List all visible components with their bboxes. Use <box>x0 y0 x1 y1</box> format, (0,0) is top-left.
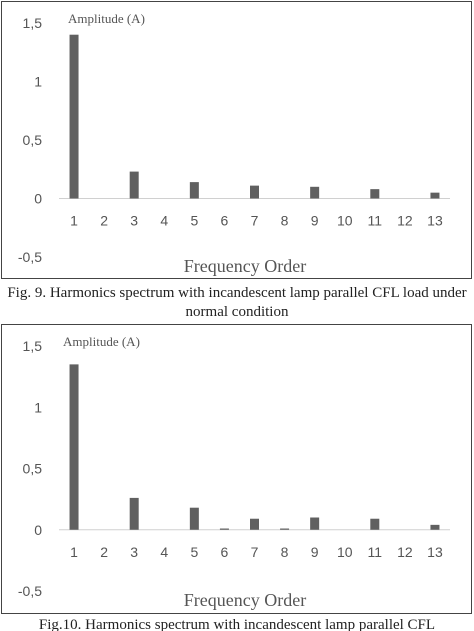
x-tick-label: 5 <box>190 544 198 560</box>
bar <box>310 517 320 530</box>
x-tick-label: 10 <box>337 544 353 560</box>
y-tick-label: 0,5 <box>23 461 43 477</box>
x-tick-label: 13 <box>427 544 443 560</box>
y-tick-label: 0 <box>34 191 42 207</box>
x-tick-label: 6 <box>221 544 229 560</box>
x-tick-label: 8 <box>281 213 289 229</box>
bar <box>250 518 259 530</box>
bar <box>189 182 199 199</box>
bar <box>129 497 139 530</box>
bar <box>69 34 79 199</box>
x-tick-label: 3 <box>130 544 138 560</box>
bar <box>370 518 380 530</box>
bar <box>129 171 139 199</box>
bar <box>189 507 199 530</box>
x-tick-label: 7 <box>251 213 259 229</box>
chart-fig10: 1,5 1 0,5 0 -0,5 1 2 3 4 5 6 7 8 9 10 11 12 13 Amplitude (… <box>1 324 472 614</box>
x-tick-label: 6 <box>221 213 229 229</box>
x-tick-label: 13 <box>427 213 443 229</box>
x-tick-label: 7 <box>251 544 259 560</box>
x-axis-label: Frequency Order <box>184 256 306 276</box>
y-axis-label: Amplitude (A) <box>68 11 145 26</box>
x-tick-label: 4 <box>160 213 168 229</box>
bar <box>310 186 320 199</box>
x-tick-label: 9 <box>311 213 319 229</box>
y-tick-label: 0 <box>34 522 42 538</box>
x-tick-label: 3 <box>130 213 138 229</box>
bar <box>370 189 380 199</box>
y-tick-label: 1 <box>34 74 42 90</box>
caption-fig10: Fig.10. Harmonics spectrum with incandes… <box>38 617 436 631</box>
x-tick-label: 12 <box>397 544 413 560</box>
x-tick-label: 12 <box>397 213 413 229</box>
y-tick-label: 1,5 <box>23 338 43 354</box>
bar <box>430 524 440 530</box>
bar <box>430 192 440 199</box>
bar <box>250 185 259 199</box>
x-tick-label: 2 <box>100 544 108 560</box>
x-tick-label: 1 <box>70 213 78 229</box>
x-tick-label: 9 <box>311 544 319 560</box>
x-tick-label: 8 <box>281 544 289 560</box>
x-tick-label: 2 <box>100 213 108 229</box>
y-tick-label: 0,5 <box>23 132 43 148</box>
x-tick-label: 11 <box>368 544 383 560</box>
x-tick-label: 5 <box>190 213 198 229</box>
x-tick-label: 10 <box>337 213 353 229</box>
y-tick-label: -0,5 <box>18 249 42 265</box>
y-tick-label: 1 <box>34 399 42 415</box>
x-axis-label: Frequency Order <box>184 590 306 610</box>
bar <box>69 364 79 530</box>
x-tick-label: 1 <box>70 544 78 560</box>
bar <box>280 528 290 530</box>
x-tick-label: 4 <box>160 544 168 560</box>
caption-fig9: Fig. 9. Harmonics spectrum with incandes… <box>7 285 467 320</box>
y-tick-label: -0,5 <box>18 583 42 599</box>
bar <box>219 528 229 530</box>
chart-fig9: 1,5 1 0,5 0 -0,5 1 2 3 4 5 6 7 8 9 10 11 12 13 Amplitude (… <box>1 1 472 279</box>
y-tick-label: 1,5 <box>23 15 43 31</box>
x-tick-label: 11 <box>368 213 383 229</box>
y-axis-label: Amplitude (A) <box>63 334 140 349</box>
